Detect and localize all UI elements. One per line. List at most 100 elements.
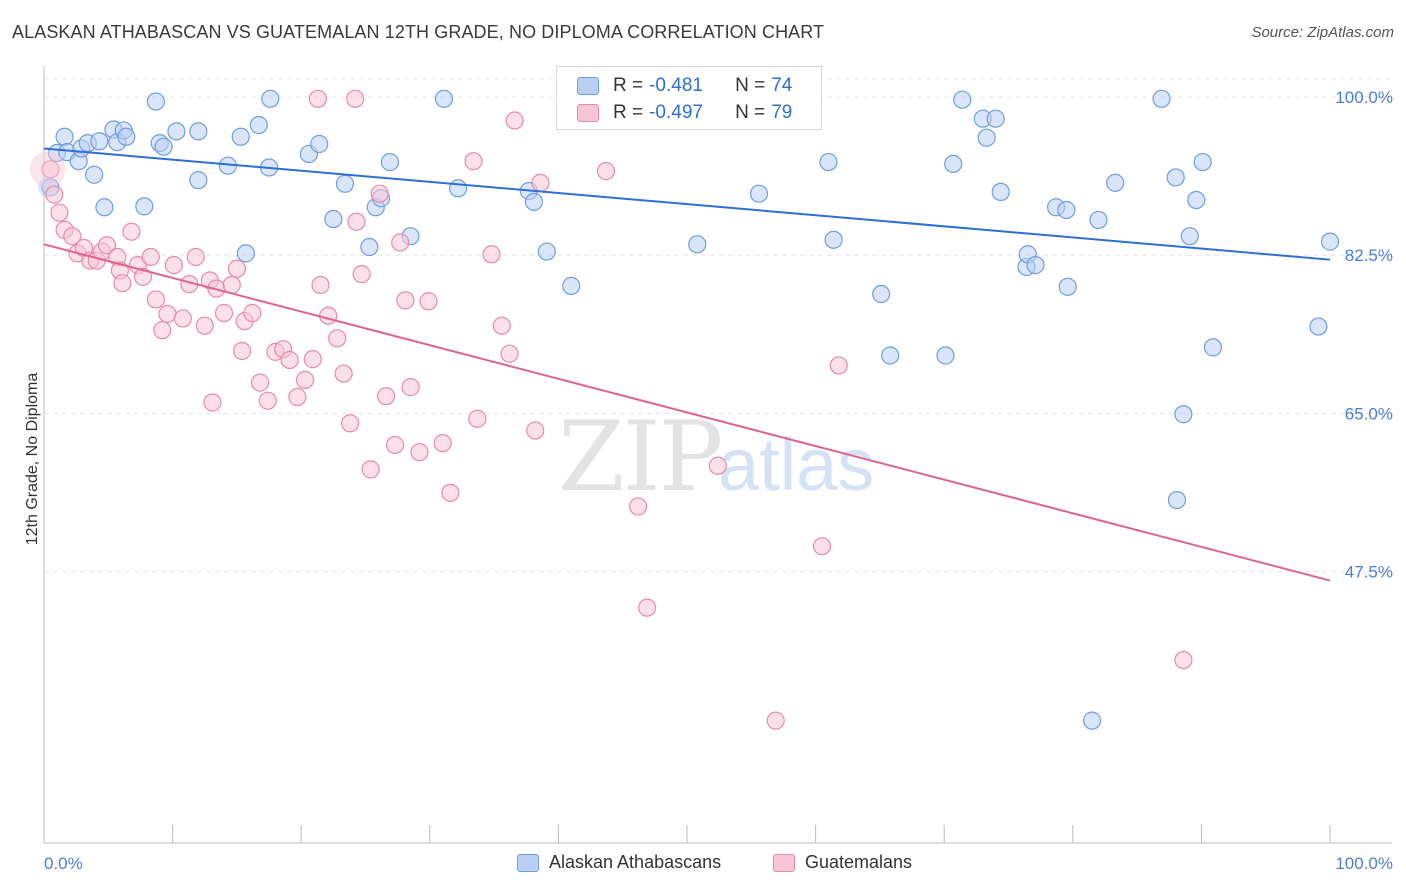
legend-r-label: R = (613, 102, 644, 123)
data-point-alaskan (537, 242, 556, 261)
data-point-alaskan (1058, 277, 1077, 296)
data-point-guatemalan (280, 350, 299, 370)
y-tick-label: 100.0% (1335, 88, 1393, 107)
data-point-alaskan (249, 115, 268, 135)
data-point-guatemalan (243, 303, 262, 323)
data-point-alaskan (55, 127, 74, 146)
data-point-alaskan (360, 237, 379, 257)
x-tick-label-min: 0.0% (44, 854, 83, 873)
data-point-alaskan (1167, 490, 1187, 510)
data-point-guatemalan (396, 291, 415, 310)
data-point-guatemalan (250, 373, 270, 392)
data-point-guatemalan (596, 162, 616, 181)
data-point-guatemalan (766, 711, 785, 730)
trendlines (43, 147, 1331, 582)
data-point-alaskan (261, 89, 280, 108)
tick-labels: 100.0% 82.5% 65.0% 47.5% 0.0% 100.0% 12th Grad… (24, 88, 1393, 873)
data-point-guatemalan (482, 245, 501, 264)
data-point-guatemalan (319, 306, 338, 325)
data-point-guatemalan (203, 393, 222, 412)
data-point-alaskan (189, 171, 208, 190)
data-point-alaskan (562, 276, 581, 295)
data-point-alaskan (1174, 405, 1193, 424)
data-point-alaskan (1057, 200, 1076, 220)
data-point-alaskan (95, 198, 114, 217)
data-point-alaskan (1026, 256, 1045, 275)
data-point-alaskan (986, 109, 1005, 128)
data-point-alaskan (1166, 168, 1185, 187)
data-point-alaskan (991, 182, 1010, 201)
y-axis-title: 12th Grade, No Diploma (24, 373, 41, 546)
data-point-guatemalan (376, 387, 396, 406)
data-point-alaskan (434, 89, 454, 108)
data-point-alaskan (1187, 190, 1206, 210)
data-point-guatemalan (340, 414, 360, 433)
data-point-guatemalan (63, 227, 82, 246)
bottom-legend-alaskan: Alaskan Athabascans (517, 852, 721, 873)
data-point-alaskan (335, 174, 355, 193)
data-point-guatemalan (441, 483, 460, 502)
data-point-alaskan (1309, 317, 1328, 336)
data-point-alaskan (189, 122, 208, 141)
data-point-alaskan (688, 235, 707, 254)
data-point-guatemalan (385, 435, 405, 455)
data-point-guatemalan (464, 152, 483, 171)
data-point-guatemalan (347, 212, 366, 231)
data-point-guatemalan (164, 256, 183, 275)
data-point-guatemalan (708, 456, 727, 475)
data-point-guatemalan (352, 265, 371, 284)
data-point-guatemalan (173, 309, 192, 328)
data-point-guatemalan (638, 598, 657, 617)
legend-swatch-blue (577, 77, 599, 95)
data-point-guatemalan (829, 356, 848, 375)
data-point-alaskan (167, 122, 186, 141)
data-point-guatemalan (391, 233, 410, 252)
data-point-guatemalan (158, 304, 177, 324)
data-point-guatemalan (334, 364, 353, 383)
bottom-legend-swatch-pink (773, 853, 795, 872)
data-point-guatemalan (303, 350, 322, 369)
series-alaskan-athabascans (37, 89, 1340, 730)
data-point-alaskan (1106, 173, 1125, 192)
series-guatemalans (29, 89, 1193, 730)
data-point-guatemalan (346, 89, 365, 108)
data-point-alaskan (953, 90, 972, 109)
data-point-alaskan (824, 230, 843, 249)
y-tick-label: 82.5% (1345, 246, 1393, 265)
data-point-alaskan (1320, 232, 1340, 251)
data-point-alaskan (1089, 210, 1108, 230)
data-point-guatemalan (308, 89, 328, 108)
data-point-guatemalan (141, 247, 160, 267)
chart-title: ALASKAN ATHABASCAN VS GUATEMALAN 12TH GR… (12, 22, 825, 42)
watermark: ZIP atlas (558, 401, 874, 513)
data-point-guatemalan (419, 292, 438, 311)
data-point-alaskan (819, 152, 838, 172)
data-point-guatemalan (1174, 650, 1193, 670)
legend-r-label: R = (613, 75, 644, 96)
legend-row-alaskan: R = -0.481 N = 74 (577, 73, 792, 99)
data-point-guatemalan (295, 370, 315, 389)
data-point-alaskan (1203, 338, 1223, 357)
data-point-guatemalan (328, 329, 347, 348)
data-point-guatemalan (186, 247, 205, 267)
y-tick-label: 65.0% (1345, 404, 1393, 423)
data-point-guatemalan (153, 321, 172, 340)
data-point-guatemalan (370, 184, 389, 203)
data-point-alaskan (117, 127, 136, 146)
data-point-guatemalan (113, 274, 132, 293)
data-point-alaskan (236, 244, 256, 263)
data-point-guatemalan (812, 537, 832, 556)
data-point-guatemalan (526, 421, 545, 440)
data-point-guatemalan (227, 259, 246, 278)
data-point-alaskan (881, 346, 900, 365)
data-point-guatemalan (401, 378, 420, 397)
bottom-legend-swatch-blue (517, 853, 539, 872)
legend-row-guatemalan: R = -0.497 N = 79 (577, 100, 792, 126)
data-point-guatemalan (311, 275, 330, 295)
data-point-guatemalan (214, 303, 234, 323)
data-point-guatemalan (133, 267, 153, 286)
x-tick-label-max: 100.0% (1335, 854, 1393, 873)
data-point-guatemalan (232, 341, 252, 361)
data-point-guatemalan (41, 160, 60, 179)
